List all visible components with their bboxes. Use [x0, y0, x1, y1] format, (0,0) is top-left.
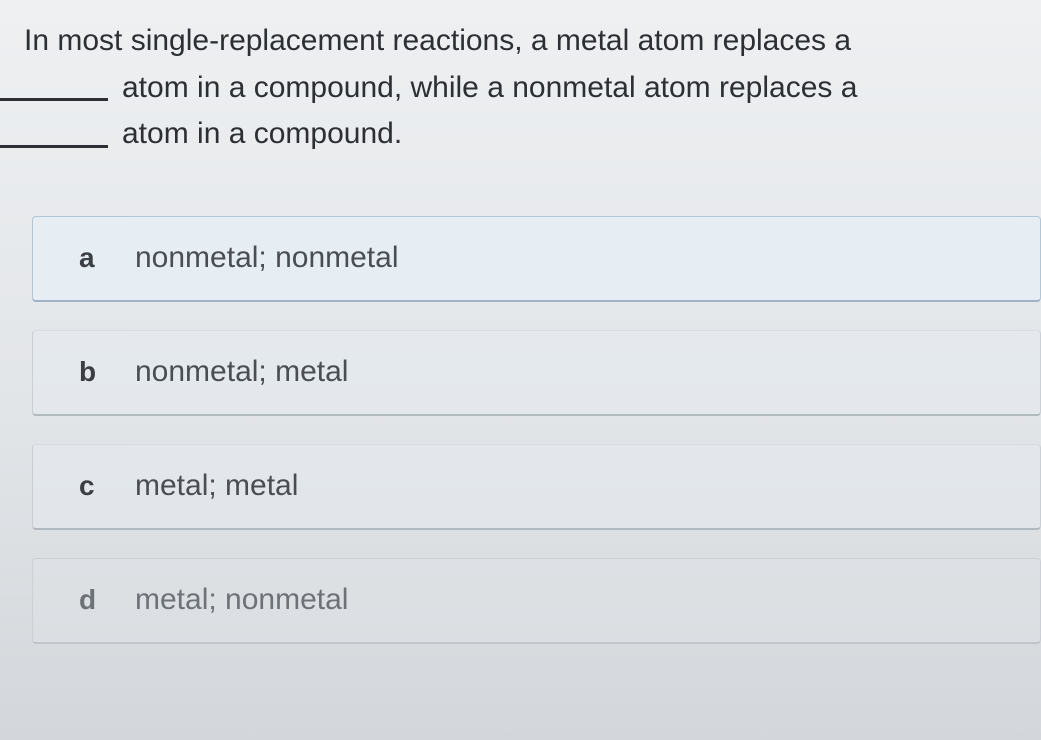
option-letter: c [79, 470, 135, 502]
option-text: metal; nonmetal [135, 583, 348, 617]
option-b[interactable]: b nonmetal; metal [32, 330, 1041, 416]
question-line-2: atom in a compound, while a nonmetal ato… [24, 65, 1023, 112]
question-line-2-text: atom in a compound, while a nonmetal ato… [122, 71, 857, 104]
question-line-1: In most single-replacement reactions, a … [24, 18, 1023, 65]
question-line-3: atom in a compound. [24, 111, 1023, 158]
option-text: nonmetal; nonmetal [135, 241, 399, 275]
question-stem: In most single-replacement reactions, a … [24, 18, 1041, 158]
option-letter: d [79, 584, 135, 616]
option-letter: a [79, 242, 135, 274]
option-a[interactable]: a nonmetal; nonmetal [32, 216, 1041, 302]
quiz-page: In most single-replacement reactions, a … [0, 0, 1041, 740]
option-text: nonmetal; metal [135, 355, 348, 389]
question-line-3-text: atom in a compound. [122, 117, 402, 150]
option-text: metal; metal [135, 469, 298, 503]
fill-blank-1 [0, 76, 108, 102]
option-letter: b [79, 356, 135, 388]
option-c[interactable]: c metal; metal [32, 444, 1041, 530]
option-d[interactable]: d metal; nonmetal [32, 558, 1041, 644]
fill-blank-2 [0, 122, 108, 148]
options-list: a nonmetal; nonmetal b nonmetal; metal c… [24, 216, 1041, 644]
